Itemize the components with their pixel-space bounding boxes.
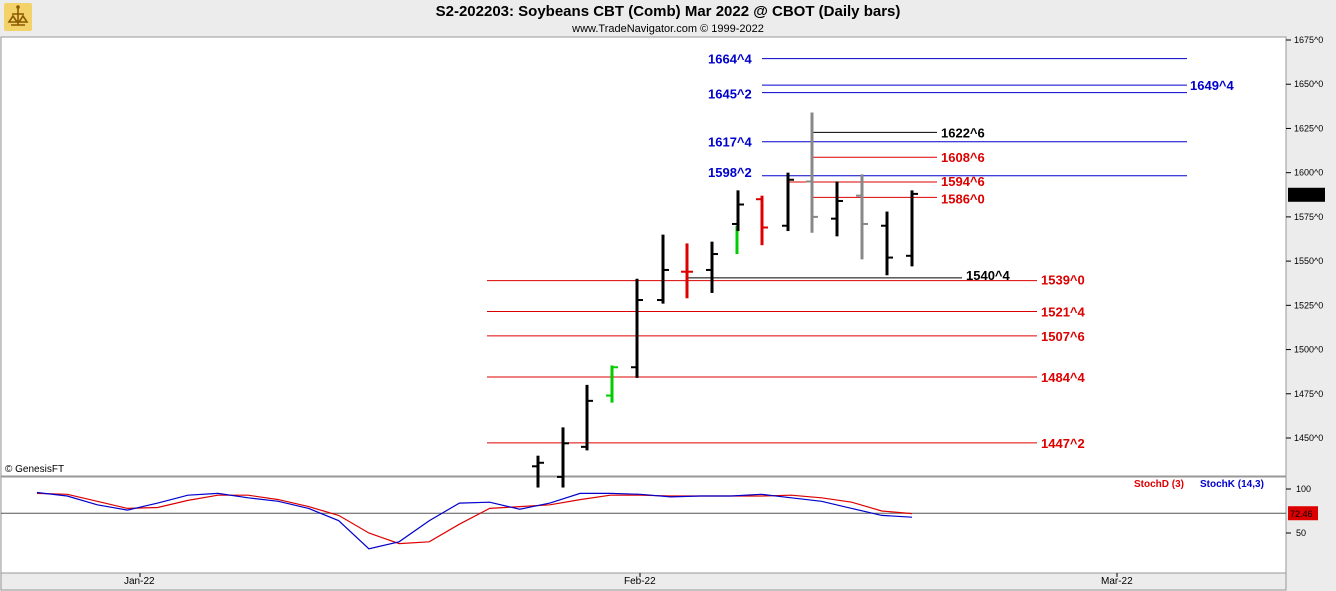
chart-subtitle: www.TradeNavigator.com © 1999-2022 bbox=[572, 23, 764, 35]
level-label: 1447^2 bbox=[1041, 436, 1085, 451]
legend-stochd: StochD (3) bbox=[1134, 479, 1184, 490]
stochd-line bbox=[36, 492, 913, 545]
ohlc-bar bbox=[881, 211, 893, 276]
ohlc-bar bbox=[732, 190, 744, 232]
price-panel bbox=[0, 36, 1287, 477]
y-tick-label: 1550^0 bbox=[1294, 256, 1323, 266]
level-label: 1645^2 bbox=[708, 87, 752, 102]
level-label: 1598^2 bbox=[708, 165, 752, 180]
y-tick-label: 1450^0 bbox=[1294, 433, 1323, 443]
y-tick-label: 1600^0 bbox=[1294, 168, 1323, 178]
stochastic-lines bbox=[36, 491, 913, 550]
y-tick-label: 1575^0 bbox=[1294, 212, 1323, 222]
ohlc-bar bbox=[657, 234, 669, 304]
ohlc-bar bbox=[706, 241, 718, 293]
y-tick-label: 1625^0 bbox=[1294, 123, 1323, 133]
ohlc-bar bbox=[606, 365, 618, 403]
price-y-axis: 1675^0 1650^0 1625^0 1600^0 1575^0 1550^0 1525… bbox=[1286, 35, 1323, 443]
watermark-text: © GenesisFT bbox=[5, 464, 64, 475]
y-tick-label: 1650^0 bbox=[1294, 79, 1323, 89]
level-label: 1521^4 bbox=[1041, 305, 1086, 320]
level-label: 1484^4 bbox=[1041, 370, 1086, 385]
level-label: 1586^0 bbox=[941, 191, 985, 206]
level-label: 1617^4 bbox=[708, 135, 753, 150]
ohlc-bar bbox=[782, 172, 794, 232]
last-price-box bbox=[1288, 187, 1325, 202]
level-label: 1539^0 bbox=[1041, 273, 1085, 288]
date-tick-label: Feb-22 bbox=[624, 576, 656, 587]
ohlc-bar bbox=[906, 190, 918, 267]
date-tick-label: Mar-22 bbox=[1101, 576, 1133, 587]
date-axis bbox=[0, 572, 1287, 591]
last-price-marker: 1587^4 bbox=[1288, 187, 1325, 202]
level-label: 1507^6 bbox=[1041, 329, 1085, 344]
y-tick-label: 1675^0 bbox=[1294, 35, 1323, 45]
level-label: 1540^4 bbox=[966, 268, 1011, 283]
y-tick-label: 1500^0 bbox=[1294, 345, 1323, 355]
level-label: 1594^6 bbox=[941, 174, 985, 189]
ohlc-bar bbox=[581, 384, 593, 451]
legend-stochk: StochK (14,3) bbox=[1200, 479, 1264, 490]
last-price-label: 1587^4 bbox=[1290, 191, 1319, 201]
chart-title: S2-202203: Soybeans CBT (Comb) Mar 2022 … bbox=[435, 3, 901, 20]
stochastic-panel bbox=[0, 476, 1287, 574]
y-tick-label: 1525^0 bbox=[1294, 300, 1323, 310]
trade-navigator-logo-icon bbox=[4, 3, 32, 36]
ohlc-bar bbox=[856, 174, 868, 260]
level-label: 1608^6 bbox=[941, 150, 985, 165]
y-tick-label: 1475^0 bbox=[1294, 389, 1323, 399]
ohlc-bar bbox=[831, 181, 843, 237]
stoch-last-box bbox=[1288, 506, 1318, 521]
level-label: 1664^4 bbox=[708, 52, 753, 67]
price-levels: 1664^4 1649^4 1645^2 1622^6 1617^4 1608^6 1598… bbox=[487, 52, 1235, 451]
date-ticks: Jan-22 Feb-22 Mar-22 bbox=[124, 573, 1133, 587]
ohlc-bar bbox=[631, 278, 643, 378]
level-label: 1649^4 bbox=[1190, 78, 1235, 93]
ohlc-bar bbox=[806, 112, 818, 233]
ohlc-bar bbox=[681, 243, 693, 299]
ohlc-bar bbox=[557, 427, 569, 488]
stoch-tick-label: 100 bbox=[1296, 484, 1311, 494]
stochk-line bbox=[36, 491, 913, 550]
stoch-last-label: 72.46 bbox=[1290, 509, 1313, 519]
ohlc-bar bbox=[532, 455, 544, 488]
date-tick-label: Jan-22 bbox=[124, 576, 155, 587]
stochastic-y-axis: 100 50 72.46 bbox=[1, 484, 1318, 538]
ohlc-bars bbox=[532, 112, 918, 488]
level-label: 1622^6 bbox=[941, 125, 985, 140]
ohlc-bar bbox=[756, 195, 768, 246]
stoch-tick-label: 50 bbox=[1296, 528, 1306, 538]
